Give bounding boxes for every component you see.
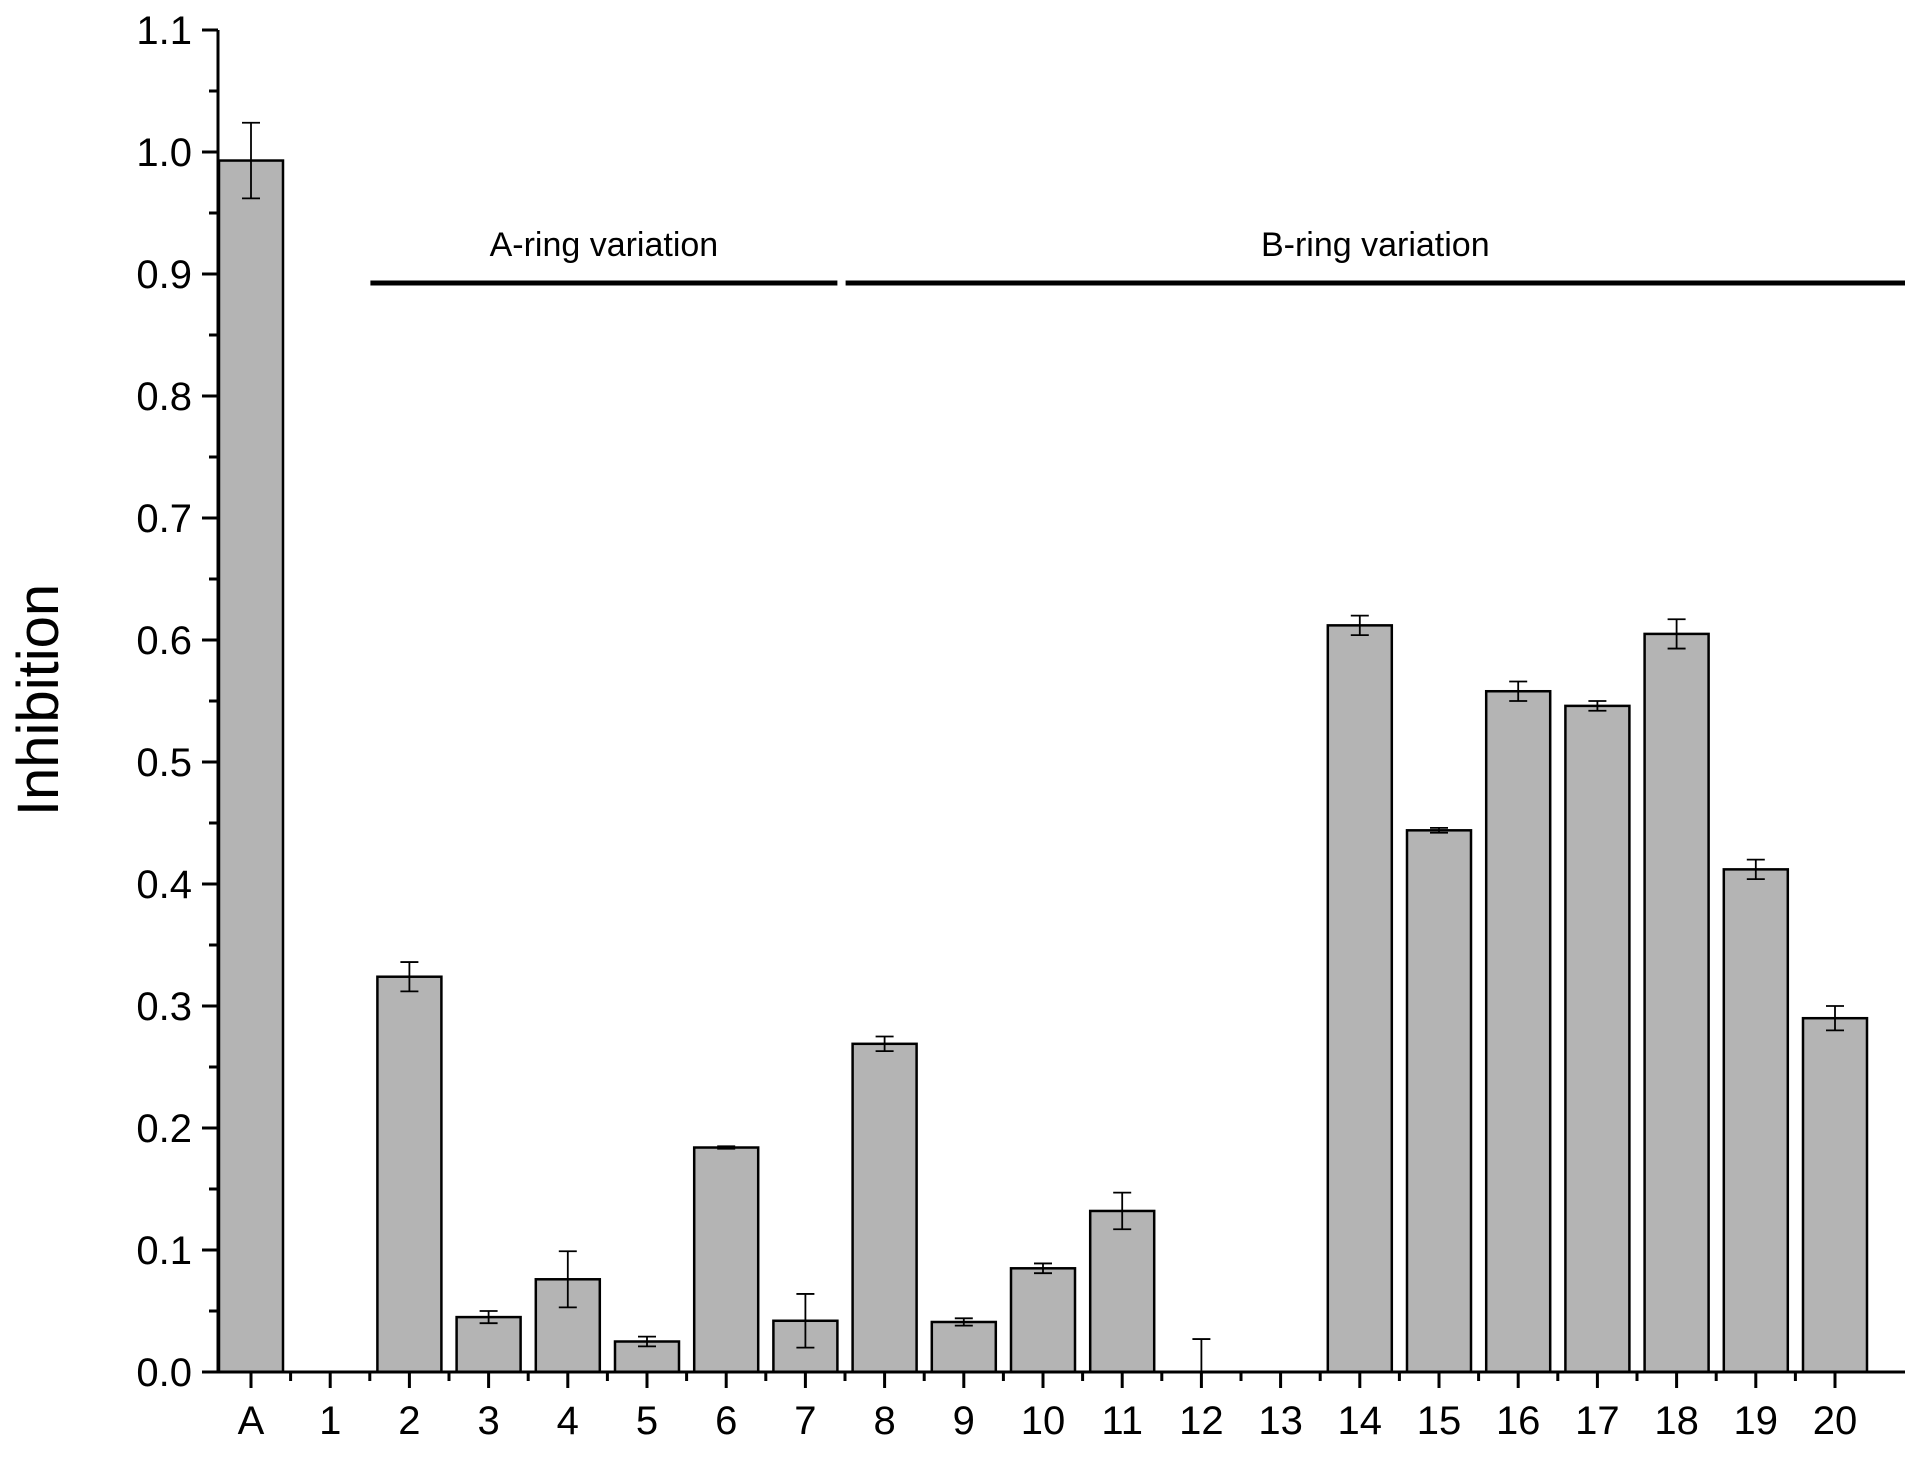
x-tick-label: 13 bbox=[1258, 1399, 1303, 1443]
group-annotations: A-ring variation B-ring variation bbox=[370, 226, 1905, 286]
y-tick-label: 1.0 bbox=[136, 131, 192, 175]
x-tick-label: 4 bbox=[557, 1399, 579, 1443]
bar-2 bbox=[376, 975, 443, 1374]
y-tick-label: 0.2 bbox=[136, 1107, 192, 1151]
x-tick-label: 1 bbox=[319, 1399, 341, 1443]
x-tick-label: 16 bbox=[1496, 1399, 1541, 1443]
group-label: A-ring variation bbox=[490, 226, 719, 264]
x-tick-label: 12 bbox=[1179, 1399, 1224, 1443]
x-tick-label: 10 bbox=[1021, 1399, 1066, 1443]
x-ticks: A 1 2 3 4 5 6 7 8 9 10 11 12 13 14 15 16 17 18 19 20 bbox=[238, 1372, 1858, 1443]
x-tick-label: 19 bbox=[1734, 1399, 1779, 1443]
y-axis-label: Inhibition bbox=[6, 584, 71, 816]
bar-20 bbox=[1801, 1016, 1869, 1374]
bar-15 bbox=[1405, 829, 1473, 1374]
bar-8 bbox=[851, 1042, 918, 1374]
bar-19 bbox=[1722, 868, 1790, 1374]
bar-10 bbox=[1009, 1267, 1077, 1374]
bar-17 bbox=[1564, 704, 1631, 1374]
x-tick-label: 15 bbox=[1417, 1399, 1462, 1443]
bar-9 bbox=[930, 1320, 998, 1374]
x-tick-label: 7 bbox=[794, 1399, 816, 1443]
x-tick-label: 17 bbox=[1575, 1399, 1620, 1443]
x-tick-label: 14 bbox=[1338, 1399, 1383, 1443]
bar-6 bbox=[692, 1146, 760, 1374]
bar-14 bbox=[1326, 624, 1394, 1374]
bars bbox=[217, 159, 1869, 1374]
x-tick-label: A bbox=[238, 1399, 265, 1443]
y-tick-label: 0.8 bbox=[136, 375, 192, 419]
y-tick-label: 0.7 bbox=[136, 497, 192, 541]
y-tick-label: 0.3 bbox=[136, 985, 192, 1029]
x-tick-label: 20 bbox=[1813, 1399, 1858, 1443]
error-bars bbox=[242, 121, 1844, 1372]
y-ticks: 0.0 0.1 0.2 0.3 0.4 0.5 0.6 0.7 0.8 0.9 1.0 1.1 bbox=[136, 9, 218, 1395]
x-tick-label: 2 bbox=[398, 1399, 420, 1443]
bar-3 bbox=[455, 1315, 522, 1374]
y-tick-label: 0.5 bbox=[136, 741, 192, 785]
group-label: B-ring variation bbox=[1261, 226, 1490, 264]
x-tick-label: 6 bbox=[715, 1399, 737, 1443]
bar-18 bbox=[1643, 632, 1710, 1374]
x-tick-label: 8 bbox=[873, 1399, 895, 1443]
y-tick-label: 0.6 bbox=[136, 619, 192, 663]
y-tick-label: 0.9 bbox=[136, 253, 192, 297]
y-tick-label: 0.4 bbox=[136, 863, 192, 907]
x-tick-label: 3 bbox=[477, 1399, 499, 1443]
bar-A bbox=[217, 159, 285, 1374]
x-tick-label: 5 bbox=[636, 1399, 658, 1443]
bar-16 bbox=[1484, 689, 1552, 1374]
bar-11 bbox=[1088, 1209, 1156, 1374]
y-tick-label: 0.1 bbox=[136, 1229, 192, 1273]
y-tick-label: 1.1 bbox=[136, 9, 192, 53]
x-tick-label: 18 bbox=[1654, 1399, 1699, 1443]
y-tick-label: 0.0 bbox=[136, 1351, 192, 1395]
x-tick-label: 11 bbox=[1101, 1399, 1143, 1443]
x-tick-label: 9 bbox=[953, 1399, 975, 1443]
